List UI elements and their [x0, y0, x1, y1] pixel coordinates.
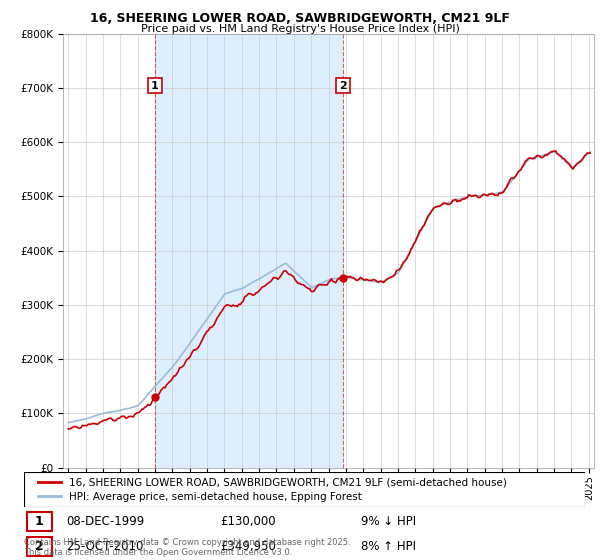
Text: 2: 2	[35, 540, 44, 553]
Text: £130,000: £130,000	[220, 515, 276, 529]
Text: 25-OCT-2010: 25-OCT-2010	[66, 540, 143, 553]
Text: £349,950: £349,950	[220, 540, 276, 553]
Text: 1: 1	[35, 515, 44, 529]
Text: 2: 2	[339, 81, 347, 91]
Legend: 16, SHEERING LOWER ROAD, SAWBRIDGEWORTH, CM21 9LF (semi-detached house), HPI: Av: 16, SHEERING LOWER ROAD, SAWBRIDGEWORTH,…	[35, 474, 510, 505]
Bar	[27, 512, 52, 531]
Bar	[27, 537, 52, 556]
Text: Price paid vs. HM Land Registry's House Price Index (HPI): Price paid vs. HM Land Registry's House …	[140, 24, 460, 34]
Text: 08-DEC-1999: 08-DEC-1999	[66, 515, 145, 529]
Text: 16, SHEERING LOWER ROAD, SAWBRIDGEWORTH, CM21 9LF: 16, SHEERING LOWER ROAD, SAWBRIDGEWORTH,…	[90, 12, 510, 25]
Text: Contains HM Land Registry data © Crown copyright and database right 2025.
This d: Contains HM Land Registry data © Crown c…	[24, 538, 350, 557]
Text: 8% ↑ HPI: 8% ↑ HPI	[361, 540, 416, 553]
Text: 1: 1	[151, 81, 159, 91]
Text: 9% ↓ HPI: 9% ↓ HPI	[361, 515, 416, 529]
Bar	[155, 34, 343, 468]
